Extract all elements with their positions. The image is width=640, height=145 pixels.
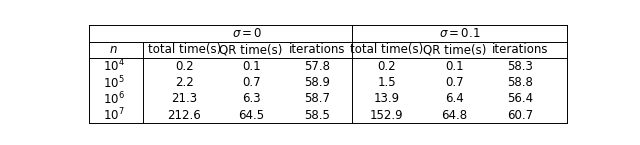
Text: total time(s): total time(s) bbox=[148, 43, 221, 56]
Text: 58.5: 58.5 bbox=[304, 109, 330, 122]
Text: n: n bbox=[110, 43, 118, 56]
Text: $10^{4}$: $10^{4}$ bbox=[103, 58, 125, 74]
Text: 64.8: 64.8 bbox=[442, 109, 468, 122]
Text: $10^{5}$: $10^{5}$ bbox=[103, 74, 125, 91]
Text: iterations: iterations bbox=[492, 43, 548, 56]
Text: 0.7: 0.7 bbox=[445, 76, 464, 89]
Text: 0.7: 0.7 bbox=[242, 76, 260, 89]
Text: 2.2: 2.2 bbox=[175, 76, 193, 89]
Text: 13.9: 13.9 bbox=[374, 92, 399, 105]
Text: 21.3: 21.3 bbox=[171, 92, 197, 105]
Text: total time(s): total time(s) bbox=[350, 43, 423, 56]
Text: 58.3: 58.3 bbox=[508, 60, 533, 73]
Text: $10^{7}$: $10^{7}$ bbox=[103, 107, 125, 124]
Text: $\sigma = 0$: $\sigma = 0$ bbox=[232, 27, 263, 40]
Text: 0.1: 0.1 bbox=[445, 60, 464, 73]
Text: 0.1: 0.1 bbox=[242, 60, 260, 73]
Text: iterations: iterations bbox=[289, 43, 346, 56]
Text: $10^{6}$: $10^{6}$ bbox=[103, 91, 125, 107]
Text: 0.2: 0.2 bbox=[377, 60, 396, 73]
Text: 6.4: 6.4 bbox=[445, 92, 464, 105]
Text: 64.5: 64.5 bbox=[238, 109, 264, 122]
Text: 58.8: 58.8 bbox=[508, 76, 533, 89]
Text: $\sigma = 0.1$: $\sigma = 0.1$ bbox=[438, 27, 480, 40]
Text: 152.9: 152.9 bbox=[370, 109, 403, 122]
Text: 58.9: 58.9 bbox=[304, 76, 330, 89]
Text: QR time(s): QR time(s) bbox=[423, 43, 486, 56]
Text: 56.4: 56.4 bbox=[508, 92, 534, 105]
Text: 212.6: 212.6 bbox=[167, 109, 201, 122]
Text: 6.3: 6.3 bbox=[242, 92, 260, 105]
Text: QR time(s): QR time(s) bbox=[220, 43, 283, 56]
Text: 60.7: 60.7 bbox=[508, 109, 534, 122]
Text: 58.7: 58.7 bbox=[304, 92, 330, 105]
Text: 57.8: 57.8 bbox=[304, 60, 330, 73]
Text: 1.5: 1.5 bbox=[377, 76, 396, 89]
Text: 0.2: 0.2 bbox=[175, 60, 193, 73]
